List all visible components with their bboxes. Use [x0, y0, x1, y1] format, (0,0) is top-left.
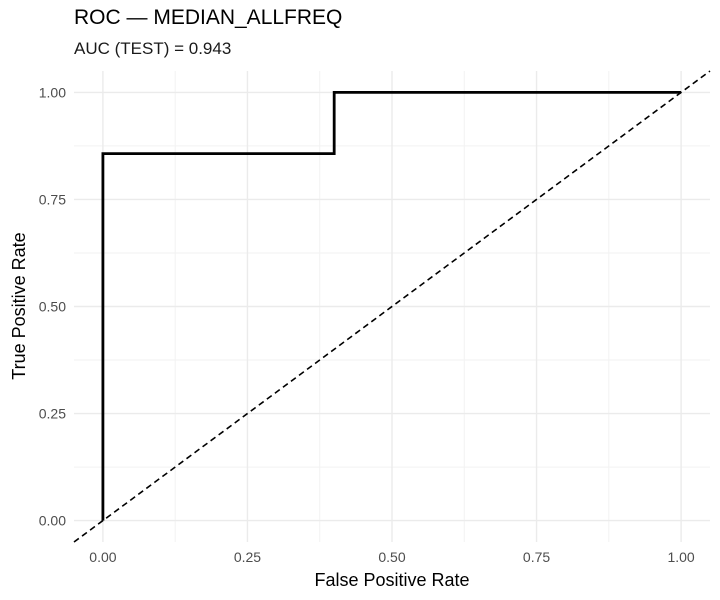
x-tick-label: 0.25	[234, 549, 261, 565]
y-tick-label: 0.00	[39, 513, 66, 529]
roc-curve	[101, 91, 682, 521]
y-tick-label: 0.25	[39, 406, 66, 422]
x-tick-label: 0.75	[523, 549, 550, 565]
y-axis-title: True Positive Rate	[9, 232, 29, 379]
x-tick-label: 0.50	[378, 549, 405, 565]
x-axis-title: False Positive Rate	[314, 570, 469, 590]
series-layer	[101, 91, 682, 521]
diagonal-line	[73, 70, 711, 543]
chart-title: ROC — MEDIAN_ALLFREQ	[74, 6, 343, 29]
x-tick-labels: 0.00 0.25 0.50 0.75 1.00	[89, 549, 695, 565]
x-tick-label: 0.00	[89, 549, 116, 565]
y-tick-label: 1.00	[39, 84, 66, 100]
x-tick-label: 1.00	[667, 549, 694, 565]
reference-diagonal	[73, 70, 711, 543]
chart-subtitle: AUC (TEST) = 0.943	[74, 39, 232, 58]
y-tick-labels: 0.00 0.25 0.50 0.75 1.00	[39, 84, 66, 528]
y-tick-label: 0.50	[39, 299, 66, 315]
y-tick-label: 0.75	[39, 191, 66, 207]
